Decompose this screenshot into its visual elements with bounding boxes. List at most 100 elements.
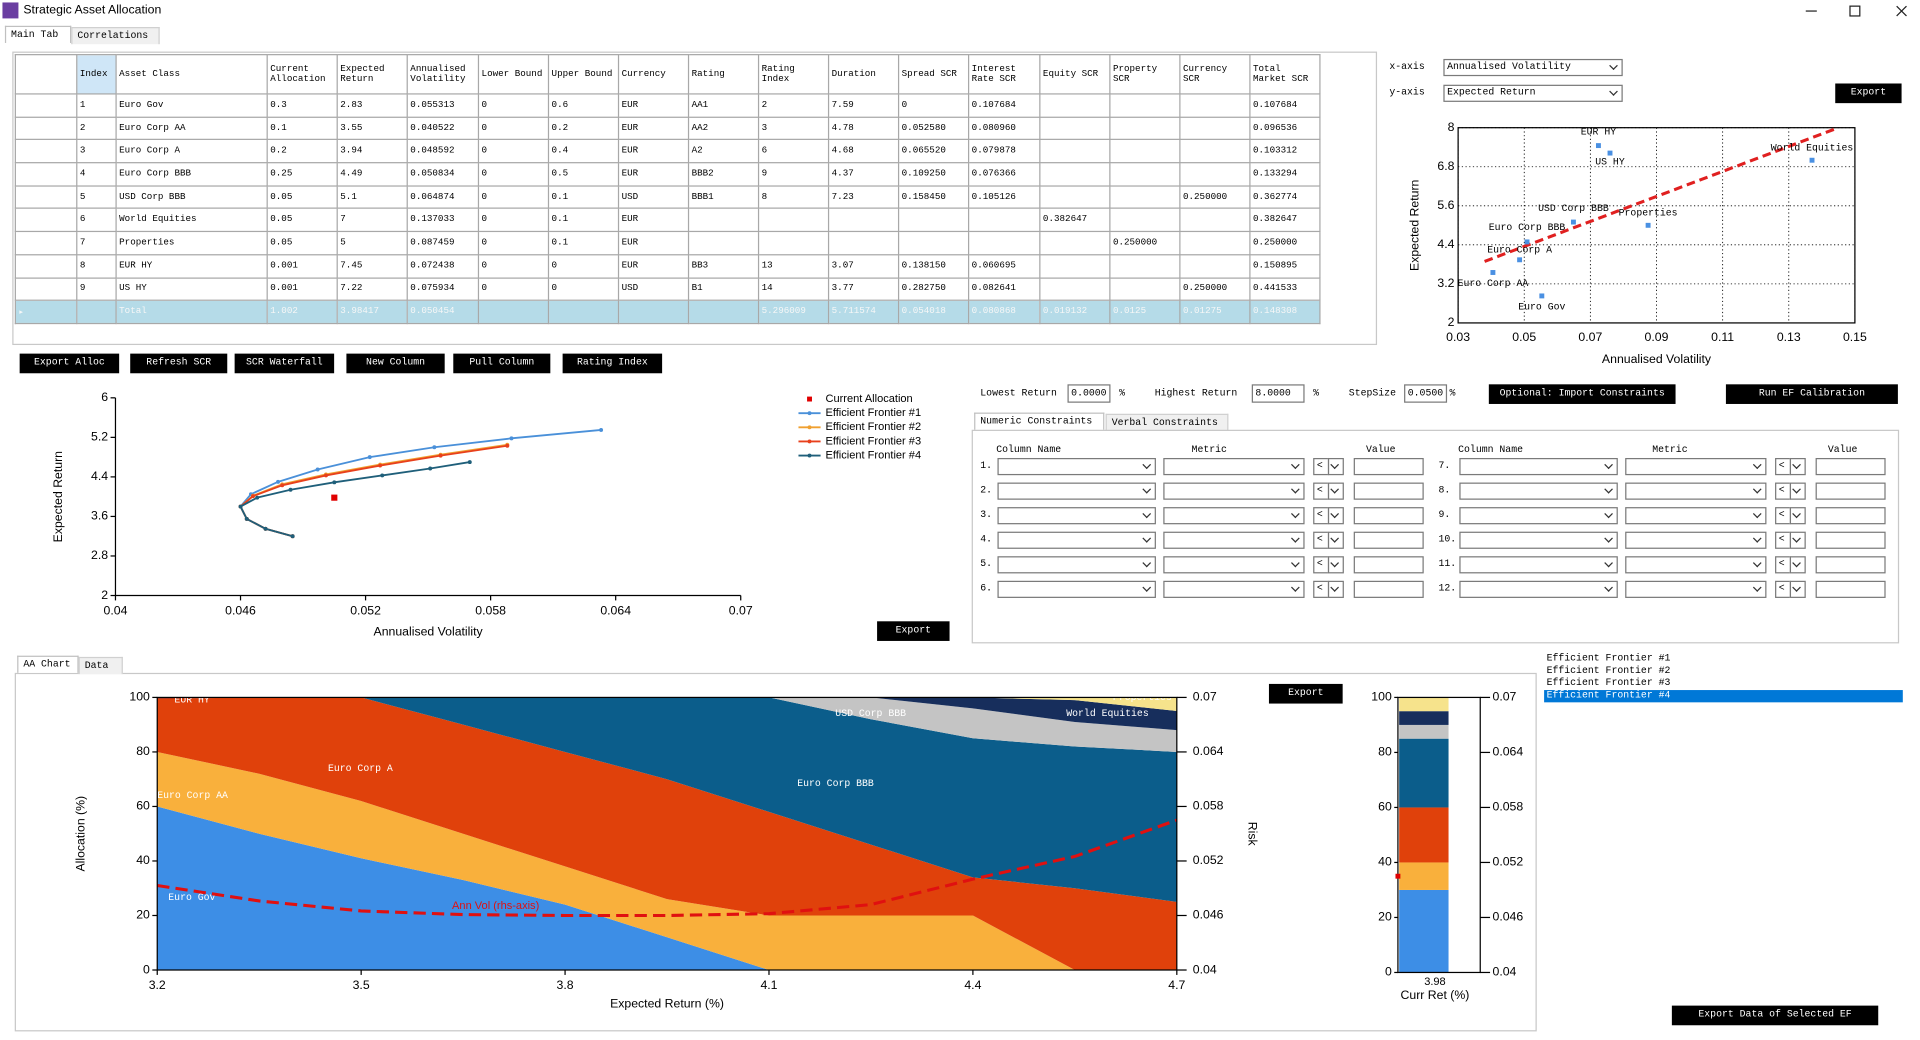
run-ef-button[interactable]: Run EF Calibration <box>1725 384 1898 404</box>
button[interactable]: Export Alloc <box>19 353 120 374</box>
tab[interactable]: Correlations <box>71 27 160 45</box>
button[interactable]: Refresh SCR <box>130 353 228 374</box>
value-input[interactable] <box>1815 531 1886 549</box>
operator-dropdown[interactable]: < <box>1775 556 1792 574</box>
operator-dropdown-arrow[interactable] <box>1327 580 1344 598</box>
operator-dropdown-arrow[interactable] <box>1327 457 1344 476</box>
column-dropdown[interactable] <box>1459 457 1618 476</box>
tab[interactable]: Main Tab <box>4 25 72 43</box>
column-dropdown[interactable] <box>997 580 1156 598</box>
column-dropdown[interactable] <box>997 531 1156 549</box>
value-input[interactable] <box>1815 580 1886 598</box>
operator-dropdown-arrow[interactable] <box>1327 482 1344 500</box>
table-row[interactable]: 6 World Equities 0.05 7 0.137033 0 0.1 EUR 0.382… <box>14 208 1321 233</box>
tab[interactable]: Numeric Constraints <box>974 412 1105 430</box>
metric-dropdown[interactable] <box>1625 580 1767 598</box>
value-input[interactable] <box>1815 556 1886 574</box>
table-row[interactable]: 5 USD Corp BBB 0.05 5.1 0.064874 0 0.1 USD BBB1 8… <box>14 185 1321 210</box>
value-input[interactable] <box>1353 507 1424 525</box>
operator-dropdown[interactable]: < <box>1313 531 1330 549</box>
operator-dropdown[interactable]: < <box>1313 457 1330 476</box>
column-dropdown[interactable] <box>1459 580 1618 598</box>
tab[interactable]: Data <box>78 656 123 675</box>
value-input[interactable] <box>1353 457 1424 476</box>
operator-dropdown[interactable]: < <box>1313 482 1330 500</box>
y-axis-dropdown[interactable]: Expected Return <box>1443 84 1623 102</box>
metric-dropdown[interactable] <box>1163 482 1305 500</box>
metric-dropdown[interactable] <box>1163 507 1305 525</box>
metric-dropdown[interactable] <box>1163 580 1305 598</box>
operator-dropdown-arrow[interactable] <box>1327 556 1344 574</box>
operator-dropdown-arrow[interactable] <box>1789 482 1806 500</box>
import-constraints-button[interactable]: Optional: Import Constraints <box>1488 384 1676 404</box>
table-row[interactable]: 4 Euro Corp BBB 0.25 4.49 0.050834 0 0.5 EUR BBB… <box>14 162 1321 187</box>
metric-dropdown[interactable] <box>1163 457 1305 476</box>
bar-segment <box>1399 697 1449 712</box>
value-input[interactable] <box>1353 531 1424 549</box>
operator-dropdown-arrow[interactable] <box>1789 507 1806 525</box>
export-button[interactable]: Export <box>1835 83 1902 104</box>
metric-dropdown[interactable] <box>1625 556 1767 574</box>
value-input[interactable] <box>1815 457 1886 476</box>
table-row[interactable]: 9 US HY 0.001 7.22 0.075934 0 0 USD B1 14 3.77 0.28… <box>14 276 1321 302</box>
metric-dropdown[interactable] <box>1625 507 1767 525</box>
value-input[interactable] <box>1815 507 1886 525</box>
ef-list[interactable]: Efficient Frontier #1 Efficient Frontier … <box>1544 653 1903 703</box>
metric-dropdown[interactable] <box>1625 457 1767 476</box>
operator-dropdown-arrow[interactable] <box>1789 457 1806 476</box>
metric-dropdown[interactable] <box>1625 482 1767 500</box>
column-dropdown[interactable] <box>997 507 1156 525</box>
operator-dropdown-arrow[interactable] <box>1327 531 1344 549</box>
total-row[interactable]: ▸ Total 1.002 3.98417 0.050454 5.296009 5.7115… <box>14 299 1321 324</box>
list-item[interactable]: Efficient Frontier #1 <box>1546 653 1671 665</box>
column-dropdown[interactable] <box>1459 531 1618 549</box>
table-row[interactable]: 1 Euro Gov 0.3 2.83 0.055313 0 0.6 EUR AA1 2 7.59 0… <box>14 93 1321 118</box>
table-row[interactable]: 7 Properties 0.05 5 0.087459 0 0.1 EUR 0.250000 0… <box>14 231 1321 256</box>
tab[interactable]: AA Chart <box>17 655 79 673</box>
list-item[interactable]: Efficient Frontier #3 <box>1546 677 1671 689</box>
value-input[interactable] <box>1353 556 1424 574</box>
operator-dropdown[interactable]: < <box>1313 580 1330 598</box>
operator-dropdown-arrow[interactable] <box>1789 531 1806 549</box>
column-dropdown[interactable] <box>1459 556 1618 574</box>
lowest-return-input[interactable]: 0.0000 <box>1067 384 1111 403</box>
operator-dropdown[interactable]: < <box>1775 482 1792 500</box>
operator-dropdown[interactable]: < <box>1775 531 1792 549</box>
table-row[interactable]: 3 Euro Corp A 0.2 3.94 0.048592 0 0.4 EUR A2 6 4.6… <box>14 139 1321 164</box>
operator-dropdown[interactable]: < <box>1775 580 1792 598</box>
button[interactable]: SCR Waterfall <box>234 353 335 374</box>
value-input[interactable] <box>1353 580 1424 598</box>
window-controls[interactable] <box>1805 5 1907 17</box>
button[interactable]: New Column <box>346 353 445 374</box>
x-axis-dropdown[interactable]: Annualised Volatility <box>1443 58 1623 77</box>
table-row[interactable]: 8 EUR HY 0.001 7.45 0.072438 0 0 EUR BB3 13 3.07 0.… <box>14 253 1321 279</box>
table-row[interactable]: 2 Euro Corp AA 0.1 3.55 0.040522 0 0.2 EUR AA2 3 4… <box>14 116 1321 141</box>
column-dropdown[interactable] <box>997 457 1156 476</box>
column-dropdown[interactable] <box>997 482 1156 500</box>
list-item[interactable]: Efficient Frontier #2 <box>1546 665 1671 677</box>
metric-dropdown[interactable] <box>1163 556 1305 574</box>
export-button[interactable]: Export <box>877 621 950 641</box>
operator-dropdown[interactable]: < <box>1313 507 1330 525</box>
step-size-input[interactable]: 0.0500 <box>1404 384 1448 403</box>
tab[interactable]: Verbal Constraints <box>1105 413 1229 431</box>
column-dropdown[interactable] <box>997 556 1156 574</box>
column-dropdown[interactable] <box>1459 482 1618 500</box>
operator-dropdown[interactable]: < <box>1775 457 1792 476</box>
button[interactable]: Rating Index <box>562 353 663 374</box>
export-selected-button[interactable]: Export Data of Selected EF <box>1671 1005 1879 1026</box>
column-dropdown[interactable] <box>1459 507 1618 525</box>
value-input[interactable] <box>1815 482 1886 500</box>
operator-dropdown-arrow[interactable] <box>1327 507 1344 525</box>
highest-return-input[interactable]: 8.0000 <box>1251 384 1305 403</box>
export-button[interactable]: Export <box>1268 683 1343 704</box>
operator-dropdown-arrow[interactable] <box>1789 580 1806 598</box>
operator-dropdown[interactable]: < <box>1313 556 1330 574</box>
metric-dropdown[interactable] <box>1625 531 1767 549</box>
metric-dropdown[interactable] <box>1163 531 1305 549</box>
value-input[interactable] <box>1353 482 1424 500</box>
operator-dropdown-arrow[interactable] <box>1789 556 1806 574</box>
button[interactable]: Pull Column <box>453 353 551 374</box>
operator-dropdown[interactable]: < <box>1775 507 1792 525</box>
list-item[interactable]: Efficient Frontier #4 <box>1544 690 1903 703</box>
